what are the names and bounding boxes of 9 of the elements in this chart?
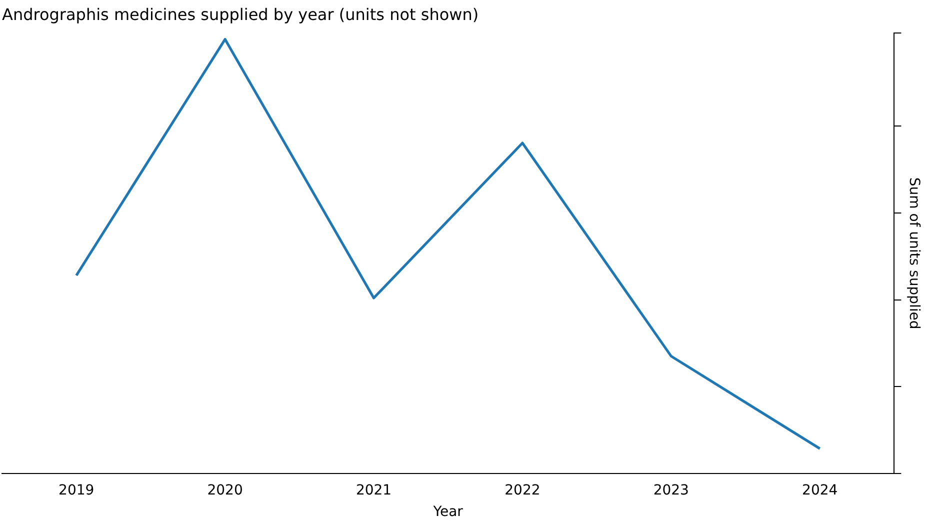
x-tick-label: 2020 [207,482,243,498]
chart-title: Andrographis medicines supplied by year (units not shown) [2,4,479,24]
x-tick-label: 2024 [802,482,838,498]
x-tick-label: 2019 [58,482,94,498]
x-axis-title: Year [432,504,464,520]
x-tick-label: 2021 [356,482,392,498]
x-tick-label: 2023 [653,482,689,498]
y-axis-title: Sum of units supplied [906,177,922,330]
x-tick-label: 2022 [504,482,540,498]
